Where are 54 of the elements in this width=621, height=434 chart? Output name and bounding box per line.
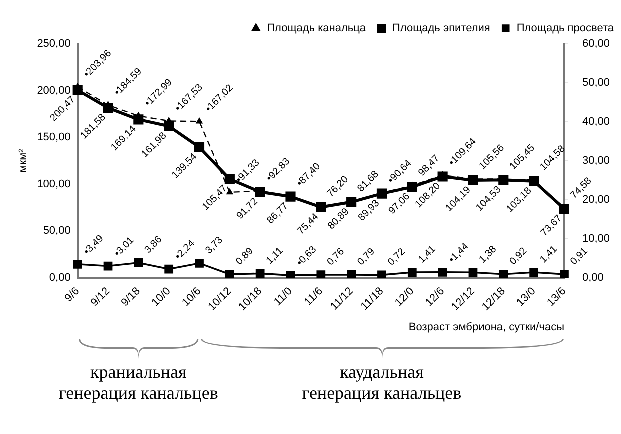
data-label: 0,76 <box>325 246 348 268</box>
x-tick-label: 9/6 <box>62 285 82 305</box>
legend-label: Площадь эпителия <box>392 22 490 35</box>
point <box>376 188 388 199</box>
y-tick-label: 0,00 <box>49 272 71 284</box>
x-axis-title: Возраст эмбриона, сутки/часы <box>408 321 565 334</box>
point <box>498 175 509 186</box>
data-label: 3,73 <box>204 234 226 257</box>
x-tick-label: 11/6 <box>302 285 326 308</box>
y-tick-label: 100,00 <box>37 178 71 190</box>
point <box>194 142 205 152</box>
legend-label: Площадь канальца <box>267 22 367 35</box>
legend-label: Площадь просвета <box>516 22 615 35</box>
data-label: 0,79 <box>356 246 378 268</box>
data-label: 0,91 <box>568 246 591 268</box>
point <box>72 85 83 96</box>
point <box>103 103 114 114</box>
data-label: 1,41 <box>416 244 439 266</box>
y2-tick-label: 10,00 <box>582 233 610 246</box>
text: каудальная генерация канальцев <box>302 362 462 404</box>
point <box>255 187 266 198</box>
data-label: 0,72 <box>386 246 408 268</box>
data-label: 0,92 <box>508 246 530 268</box>
x-tick-label: 9/18 <box>119 285 143 310</box>
point <box>346 197 357 208</box>
y2-tick-label: 40,00 <box>582 116 610 128</box>
data-label: 1,41 <box>538 244 560 266</box>
point <box>286 192 296 202</box>
x-tick-label: 11/0 <box>272 285 296 308</box>
y-tick-label: 200,00 <box>37 84 71 97</box>
text: краниальная генерация канальцев <box>58 362 219 404</box>
y-axis-title: мкм² <box>18 148 30 173</box>
point <box>196 118 203 124</box>
point <box>224 174 235 184</box>
point <box>468 175 478 186</box>
y-tick-label: 150,00 <box>37 132 71 144</box>
point <box>226 188 234 195</box>
data-label: 1,38 <box>478 244 500 266</box>
point <box>438 172 448 182</box>
y2-tick-label: 60,00 <box>582 38 610 50</box>
point <box>559 204 570 214</box>
y-tick-label: 250,00 <box>37 38 71 50</box>
point <box>529 176 540 186</box>
y2-tick-label: 30,00 <box>582 155 610 168</box>
x-tick-label: 9/12 <box>88 285 113 310</box>
point <box>164 121 174 132</box>
y2-tick-label: 50,00 <box>582 77 610 90</box>
data-label: 1,11 <box>264 245 286 267</box>
data-label: 3,86 <box>142 234 165 256</box>
data-label: 0,89 <box>234 246 256 268</box>
y-tick-label: 50,00 <box>43 225 71 238</box>
y2-tick-label: 0,00 <box>582 272 604 284</box>
point <box>134 114 144 125</box>
point <box>316 202 326 212</box>
